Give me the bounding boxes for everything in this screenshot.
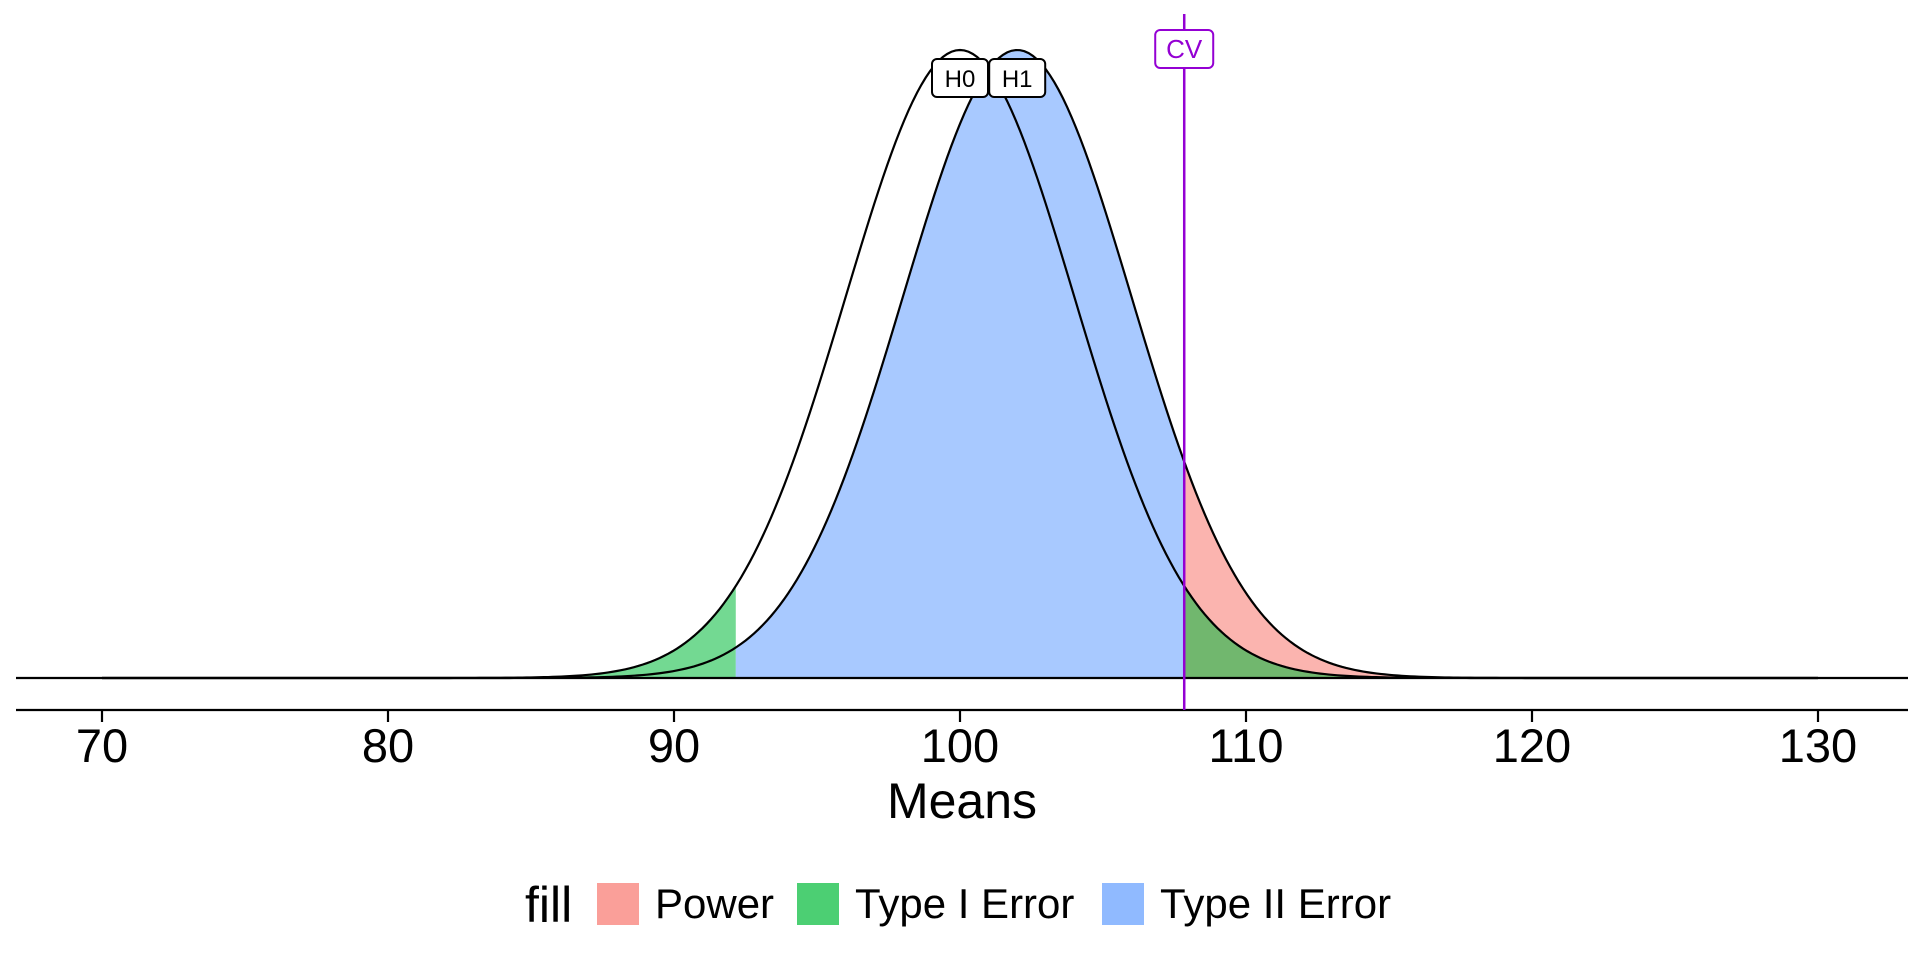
x-tick-label-130: 130 (1779, 719, 1857, 772)
legend: fill Power Type I Error Type II Error (525, 877, 1391, 933)
legend-swatch (1102, 883, 1144, 925)
label-text-h1: H1 (1002, 66, 1033, 93)
hypothesis-labels: H0 H1 (931, 58, 1047, 98)
label-h1: H1 (988, 58, 1047, 98)
legend-swatch (597, 883, 639, 925)
legend-title: fill (525, 877, 572, 933)
x-tick-label-90: 90 (648, 719, 700, 772)
critical-value-label-text: CV (1166, 34, 1203, 64)
label-h0: H0 (931, 58, 989, 98)
fill-regions (102, 50, 1818, 678)
legend-item-power: Power (597, 880, 774, 927)
legend-item-type-ii-error: Type II Error (1102, 880, 1391, 927)
region-power-0 (1184, 461, 1818, 678)
legend-swatch (797, 883, 839, 925)
x-tick-label-80: 80 (362, 719, 414, 772)
x-tick-label-110: 110 (1209, 719, 1284, 772)
legend-label: Type II Error (1160, 880, 1391, 927)
label-box-h0 (931, 58, 989, 98)
region-type-ii-error-3 (735, 50, 1185, 678)
legend-item-type-i-error: Type I Error (797, 880, 1074, 927)
region-type-i-error-1 (102, 586, 736, 678)
legend-items: Power Type I Error Type II Error (597, 880, 1391, 927)
legend-label: Power (655, 880, 774, 927)
label-box-h1 (988, 58, 1047, 98)
label-text-h0: H0 (945, 66, 976, 93)
critical-value-label-box (1154, 29, 1215, 69)
x-tick-label-120: 120 (1493, 719, 1571, 772)
legend-label: Type I Error (855, 880, 1074, 927)
region-type-i-error-2 (1184, 586, 1818, 678)
x-axis-ticks: 70 80 90 100 110 120 130 (76, 710, 1857, 772)
x-tick-label-100: 100 (921, 719, 999, 772)
x-axis-title: Means (887, 773, 1037, 829)
critical-value-label: CV (1154, 29, 1215, 69)
x-tick-label-70: 70 (76, 719, 128, 772)
